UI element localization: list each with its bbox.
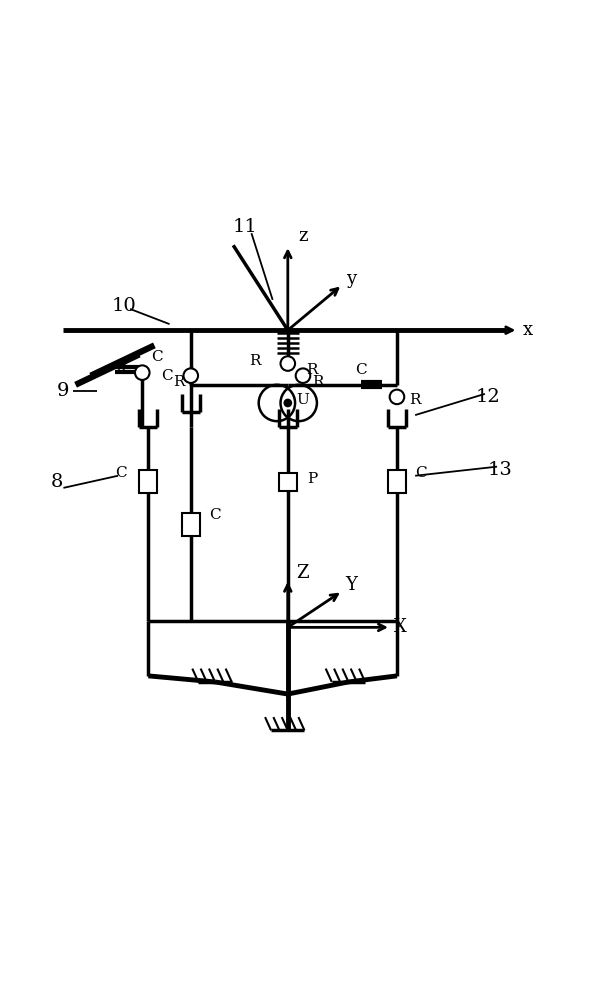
Text: Z: Z: [297, 564, 309, 582]
Text: C: C: [161, 369, 173, 383]
Text: R: R: [173, 375, 184, 389]
Text: R: R: [248, 354, 260, 368]
Text: R: R: [115, 363, 127, 377]
Text: 10: 10: [112, 297, 136, 315]
Text: C: C: [115, 466, 127, 480]
Text: C: C: [209, 508, 221, 522]
Text: R: R: [312, 375, 324, 389]
Text: 11: 11: [233, 218, 258, 236]
Text: Y: Y: [346, 576, 357, 594]
Text: P: P: [307, 472, 317, 486]
Bar: [388, 470, 406, 493]
Bar: [182, 513, 200, 536]
Circle shape: [280, 356, 295, 371]
Text: R: R: [409, 393, 421, 407]
Bar: [278, 473, 297, 491]
Text: R: R: [307, 363, 318, 377]
Text: C: C: [416, 466, 427, 480]
Circle shape: [284, 399, 291, 407]
Circle shape: [390, 390, 405, 404]
Text: C: C: [152, 350, 163, 364]
Circle shape: [184, 368, 198, 383]
Text: U: U: [297, 393, 310, 407]
Text: C: C: [355, 363, 367, 377]
Text: 12: 12: [476, 388, 500, 406]
Circle shape: [135, 365, 149, 380]
Text: x: x: [522, 321, 532, 339]
Bar: [139, 470, 157, 493]
Text: z: z: [298, 227, 308, 245]
Text: 8: 8: [51, 473, 64, 491]
Text: y: y: [346, 270, 357, 288]
Circle shape: [296, 368, 310, 383]
Text: 9: 9: [57, 382, 70, 400]
Text: X: X: [394, 618, 406, 636]
Text: 13: 13: [488, 461, 512, 479]
